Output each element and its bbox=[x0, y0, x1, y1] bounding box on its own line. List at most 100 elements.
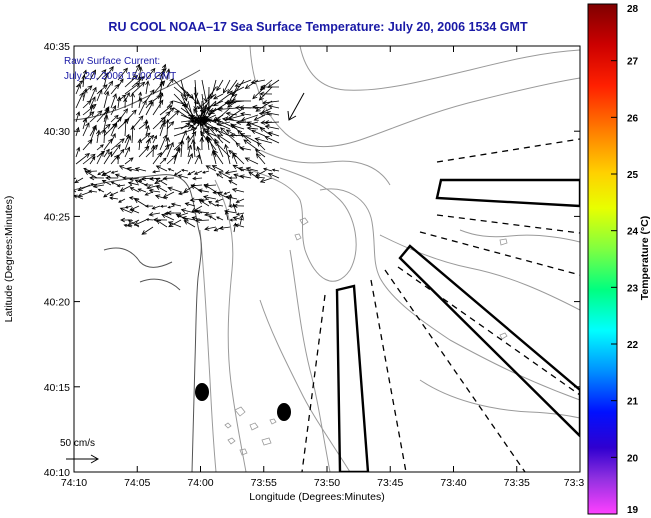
current-vector-head bbox=[138, 91, 142, 96]
current-vector-head bbox=[193, 171, 198, 175]
current-vector-head bbox=[138, 115, 144, 121]
current-vector-head bbox=[76, 146, 81, 152]
current-vector bbox=[89, 69, 96, 81]
current-vector-head bbox=[90, 153, 96, 159]
current-vector bbox=[204, 212, 217, 216]
current-vector-head bbox=[192, 117, 198, 123]
current-vector-head bbox=[183, 103, 188, 109]
current-vector-head bbox=[223, 88, 228, 94]
current-vector bbox=[102, 172, 112, 179]
current-vector bbox=[124, 135, 131, 151]
current-vector-head bbox=[159, 80, 165, 87]
x-tick-label: 74:05 bbox=[124, 477, 150, 489]
current-vector bbox=[82, 139, 93, 151]
current-vector-head bbox=[112, 105, 117, 110]
current-vector-head bbox=[237, 129, 243, 135]
current-vector bbox=[152, 116, 166, 130]
current-vector-head bbox=[145, 124, 150, 130]
current-vector-head bbox=[92, 183, 98, 189]
current-vector bbox=[251, 130, 266, 137]
current-vector bbox=[103, 72, 108, 88]
x-tick-label: 74:00 bbox=[187, 477, 213, 489]
current-vector-head bbox=[150, 67, 156, 74]
current-vector bbox=[268, 105, 280, 109]
current-vector-head bbox=[89, 104, 94, 110]
current-vector bbox=[173, 100, 187, 106]
current-vector bbox=[168, 205, 175, 208]
current-vector bbox=[225, 170, 238, 174]
current-vector-head bbox=[230, 98, 236, 104]
current-vector-head bbox=[89, 111, 95, 117]
current-vector-head bbox=[124, 205, 129, 209]
current-vector bbox=[103, 91, 109, 109]
current-vector-head bbox=[155, 219, 162, 225]
current-vector-head bbox=[123, 223, 128, 228]
current-vector bbox=[166, 142, 174, 158]
current-vector-head bbox=[239, 133, 246, 138]
current-vector bbox=[84, 170, 98, 179]
current-vector-head bbox=[232, 216, 238, 221]
current-vector bbox=[82, 104, 97, 116]
current-vector bbox=[115, 174, 126, 179]
station-marker-2 bbox=[277, 403, 291, 421]
current-vector-head bbox=[133, 75, 139, 80]
current-vector-head bbox=[101, 180, 107, 184]
current-vector bbox=[260, 79, 273, 91]
current-vector bbox=[131, 81, 145, 95]
current-vector bbox=[225, 144, 231, 165]
current-vector-head bbox=[214, 199, 219, 203]
current-vector-head bbox=[229, 218, 233, 222]
current-vector-head bbox=[128, 196, 134, 201]
current-vector-head bbox=[239, 146, 245, 151]
current-vector-head bbox=[267, 131, 273, 136]
current-vector bbox=[187, 170, 196, 176]
current-vector-head bbox=[271, 168, 276, 172]
current-vector bbox=[184, 220, 196, 228]
colorbar-label: Temperature (°C) bbox=[639, 216, 651, 301]
current-vector bbox=[138, 146, 150, 158]
current-vector-head bbox=[171, 154, 177, 160]
current-vector bbox=[251, 79, 266, 84]
current-vector-head bbox=[190, 184, 196, 190]
current-vector bbox=[124, 109, 137, 123]
current-vector bbox=[180, 79, 187, 101]
current-vector-head bbox=[87, 139, 93, 145]
current-vector-head bbox=[254, 137, 260, 142]
current-vector-head bbox=[218, 225, 224, 231]
current-vector-head bbox=[66, 179, 70, 182]
current-vector-head bbox=[160, 121, 166, 127]
current-vector bbox=[224, 191, 231, 195]
current-vector-head bbox=[190, 125, 196, 131]
current-vector-head bbox=[90, 182, 94, 186]
current-vector-head bbox=[167, 105, 173, 110]
current-vector-head bbox=[195, 209, 201, 215]
current-vector-head bbox=[263, 120, 270, 125]
current-vector-head bbox=[167, 205, 171, 209]
current-vector bbox=[168, 219, 182, 228]
current-vector-head bbox=[198, 199, 204, 204]
current-vector-head bbox=[144, 119, 149, 124]
current-vector bbox=[218, 171, 231, 179]
current-vector-head bbox=[99, 151, 104, 157]
current-vector bbox=[243, 139, 259, 151]
current-vector-head bbox=[127, 219, 133, 225]
current-vector-head bbox=[152, 170, 156, 174]
current-vector bbox=[202, 170, 210, 174]
current-vector-head bbox=[123, 67, 128, 73]
current-vector bbox=[196, 210, 210, 214]
current-vector bbox=[187, 131, 197, 144]
current-vector-head bbox=[119, 207, 125, 212]
current-vector-head bbox=[264, 124, 270, 130]
current-vector-head bbox=[146, 185, 152, 190]
current-vector-head bbox=[265, 110, 271, 116]
current-vector-head bbox=[196, 145, 201, 152]
current-vector-head bbox=[107, 151, 113, 157]
current-vector-head bbox=[224, 143, 229, 150]
current-vector bbox=[159, 64, 166, 81]
current-vector-head bbox=[204, 212, 210, 217]
current-vector-head bbox=[225, 195, 231, 200]
current-vector-head bbox=[264, 135, 270, 141]
current-vector-head bbox=[228, 176, 233, 180]
current-vector-head bbox=[148, 212, 154, 217]
x-axis-label: Longitude (Degrees:Minutes) bbox=[249, 491, 384, 503]
